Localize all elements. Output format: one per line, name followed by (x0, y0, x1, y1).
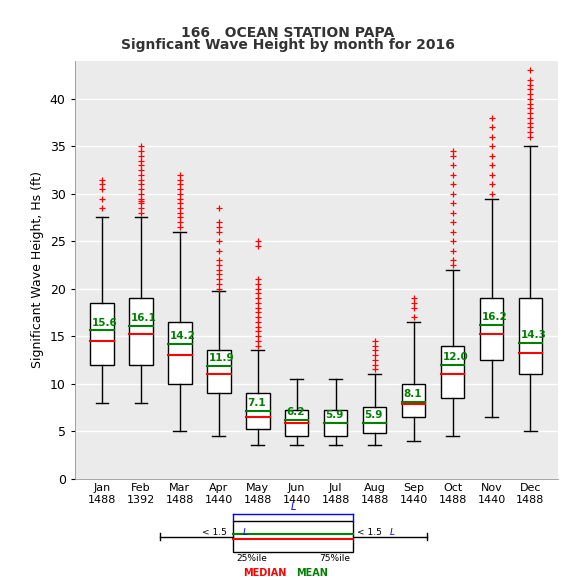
Text: 12.0: 12.0 (442, 351, 468, 362)
Bar (402, 383, 426, 417)
Text: 6.2: 6.2 (287, 407, 305, 417)
Bar (90, 303, 114, 365)
Text: L: L (243, 528, 248, 537)
Bar (129, 298, 152, 365)
Text: L: L (390, 528, 395, 537)
Text: 14.2: 14.2 (170, 331, 196, 341)
Text: L: L (290, 502, 296, 512)
Y-axis label: Significant Wave Height, Hs (ft): Significant Wave Height, Hs (ft) (31, 171, 44, 368)
Text: < 1.5: < 1.5 (356, 528, 384, 537)
Text: MEDIAN: MEDIAN (243, 568, 286, 578)
Text: MEAN: MEAN (297, 568, 328, 578)
Text: 5.9: 5.9 (325, 409, 344, 420)
Text: 11.9: 11.9 (209, 353, 235, 362)
Bar (480, 298, 503, 360)
Bar (285, 410, 308, 436)
Bar (324, 410, 347, 436)
Text: 75%ile: 75%ile (319, 554, 350, 563)
Text: 16.1: 16.1 (131, 313, 156, 323)
Text: 15.6: 15.6 (92, 318, 118, 328)
Bar (207, 350, 231, 393)
Text: < 1.5: < 1.5 (202, 528, 230, 537)
Text: Signficant Wave Height by month for 2016: Signficant Wave Height by month for 2016 (121, 38, 454, 52)
Text: 5.9: 5.9 (365, 409, 383, 420)
Text: 8.1: 8.1 (404, 389, 422, 399)
Bar (519, 298, 542, 374)
Text: 16.2: 16.2 (481, 312, 507, 322)
Text: 166   OCEAN STATION PAPA: 166 OCEAN STATION PAPA (181, 26, 394, 40)
Bar (168, 322, 191, 383)
Bar (233, 521, 353, 552)
Bar (441, 346, 464, 398)
Text: 7.1: 7.1 (248, 398, 266, 408)
Bar (246, 393, 270, 429)
Text: 14.3: 14.3 (520, 330, 546, 340)
Bar (363, 407, 386, 433)
Text: 25%ile: 25%ile (236, 554, 267, 563)
